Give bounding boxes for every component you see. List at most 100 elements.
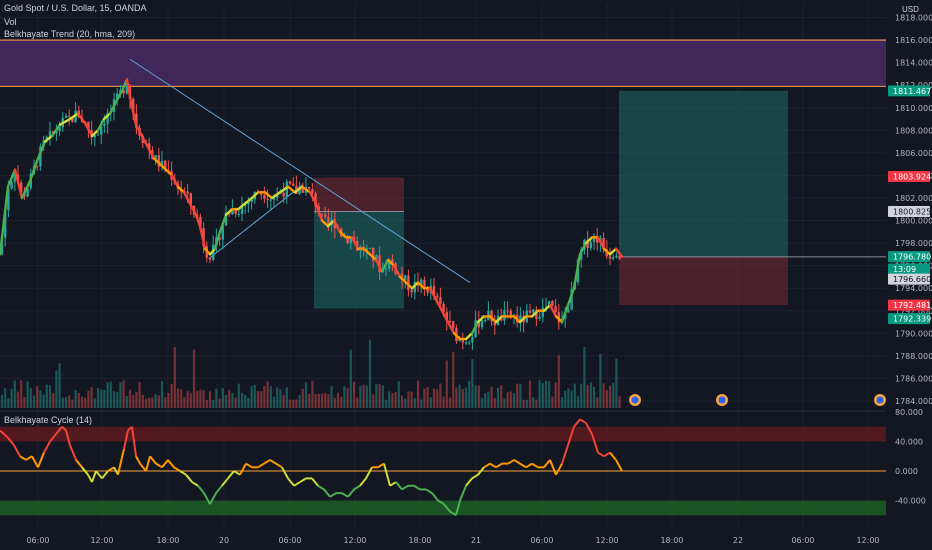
volume-bar (346, 388, 349, 408)
cycle-segment (615, 459, 623, 472)
candle-body (132, 98, 135, 114)
cycle-segment (573, 418, 581, 428)
cycle-segment (117, 448, 125, 475)
volume-bar (13, 380, 16, 408)
volume-bar (61, 397, 64, 408)
candle-body (13, 174, 16, 182)
volume-bar (586, 384, 589, 408)
candle-body (282, 192, 285, 197)
cycle-segment (603, 451, 611, 458)
cycle-segment (275, 462, 283, 469)
candle-body (592, 235, 596, 243)
volume-bar (564, 390, 567, 408)
trend-segment (362, 247, 372, 256)
volume-bar (52, 392, 55, 408)
volume-bar (80, 396, 84, 408)
trend-segment (614, 247, 624, 258)
volume-bar (516, 383, 519, 408)
candle-body (423, 279, 426, 288)
candle-body (596, 235, 599, 243)
volume-bar (48, 385, 52, 408)
candle-body (266, 198, 269, 201)
trend-legend[interactable]: Belkhayate Trend (20, hma, 209) (4, 29, 136, 39)
price-tick-label: 1802.000 (895, 194, 932, 203)
candle-body (308, 186, 311, 190)
symbol-legend[interactable]: Gold Spot / U.S. Dollar, 15, OANDA (4, 3, 147, 13)
volume-bar (16, 391, 20, 408)
price-tag-box (888, 251, 930, 263)
cycle-segment (471, 473, 479, 480)
volume-bar (148, 397, 151, 408)
cycle-tick-label: -40.000 (895, 497, 926, 506)
candle-body (519, 315, 522, 323)
trend-segment (293, 185, 304, 194)
candle-body (64, 115, 68, 119)
volume-bar (183, 397, 186, 408)
cycle-legend[interactable]: Belkhayate Cycle (14) (4, 415, 93, 425)
volume-bar (381, 385, 384, 408)
volume-bar (391, 392, 394, 408)
cycle-segment (81, 466, 89, 476)
trend-segment (446, 320, 456, 335)
candle-body (125, 84, 128, 94)
trend-segment (158, 162, 168, 171)
volume-bar (448, 397, 452, 408)
volume-bar (186, 391, 189, 408)
volume-bar (119, 382, 122, 408)
cycle-segment (37, 452, 45, 468)
volume-bar (55, 370, 58, 408)
cycle-segment (389, 481, 397, 487)
cycle-segment (543, 459, 551, 468)
trend-segment (43, 134, 54, 143)
trend-segment (13, 168, 24, 200)
volume-bar (368, 339, 372, 408)
trend-segment (608, 247, 618, 256)
cycle-segment (609, 451, 617, 461)
candle-body (7, 188, 10, 211)
volume-bar (157, 395, 160, 408)
trend-segment (434, 298, 444, 312)
volume-bar (234, 397, 237, 408)
trend-segment (213, 230, 222, 250)
cycle-segment (317, 484, 325, 491)
candle-body (506, 310, 509, 312)
candle-body (4, 210, 7, 238)
candle-body (298, 187, 301, 194)
volume-bar (247, 397, 250, 408)
candle-body (324, 214, 327, 217)
volume-bar (477, 385, 480, 408)
candle-body (586, 239, 589, 249)
candle-body (87, 121, 90, 131)
candle-body (436, 295, 439, 298)
event-marker-icon (631, 396, 639, 404)
cycle-segment (413, 484, 421, 491)
cycle-segment (519, 462, 527, 469)
volume-bar (535, 399, 538, 408)
candle-body (484, 320, 487, 322)
trend-segment (416, 281, 426, 290)
cycle-segment (449, 510, 457, 517)
candle-body (157, 155, 160, 167)
cycle-segment (161, 459, 169, 468)
volume-bar (215, 388, 218, 408)
cycle-segment (555, 463, 563, 476)
time-tick-label: 12:00 (595, 536, 618, 545)
price-tick-label: 1790.000 (895, 329, 932, 338)
volume-bar (426, 387, 429, 408)
volume-bar (160, 381, 164, 408)
cycle-segment (597, 451, 605, 458)
trend-segment (452, 332, 462, 341)
trend-segment (332, 219, 342, 234)
volume-bar (90, 387, 93, 408)
volume-bar (176, 388, 180, 408)
trend-segment (134, 123, 144, 138)
volume-legend[interactable]: Vol (4, 17, 17, 27)
cycle-segment (459, 485, 467, 501)
cycle-segment (507, 459, 515, 465)
cycle-segment (203, 492, 211, 505)
volume-bar (228, 390, 231, 408)
trend-segment (300, 185, 312, 194)
volume-bar (336, 392, 340, 408)
volume-bar (442, 396, 445, 408)
currency-label[interactable]: USD (902, 5, 919, 14)
